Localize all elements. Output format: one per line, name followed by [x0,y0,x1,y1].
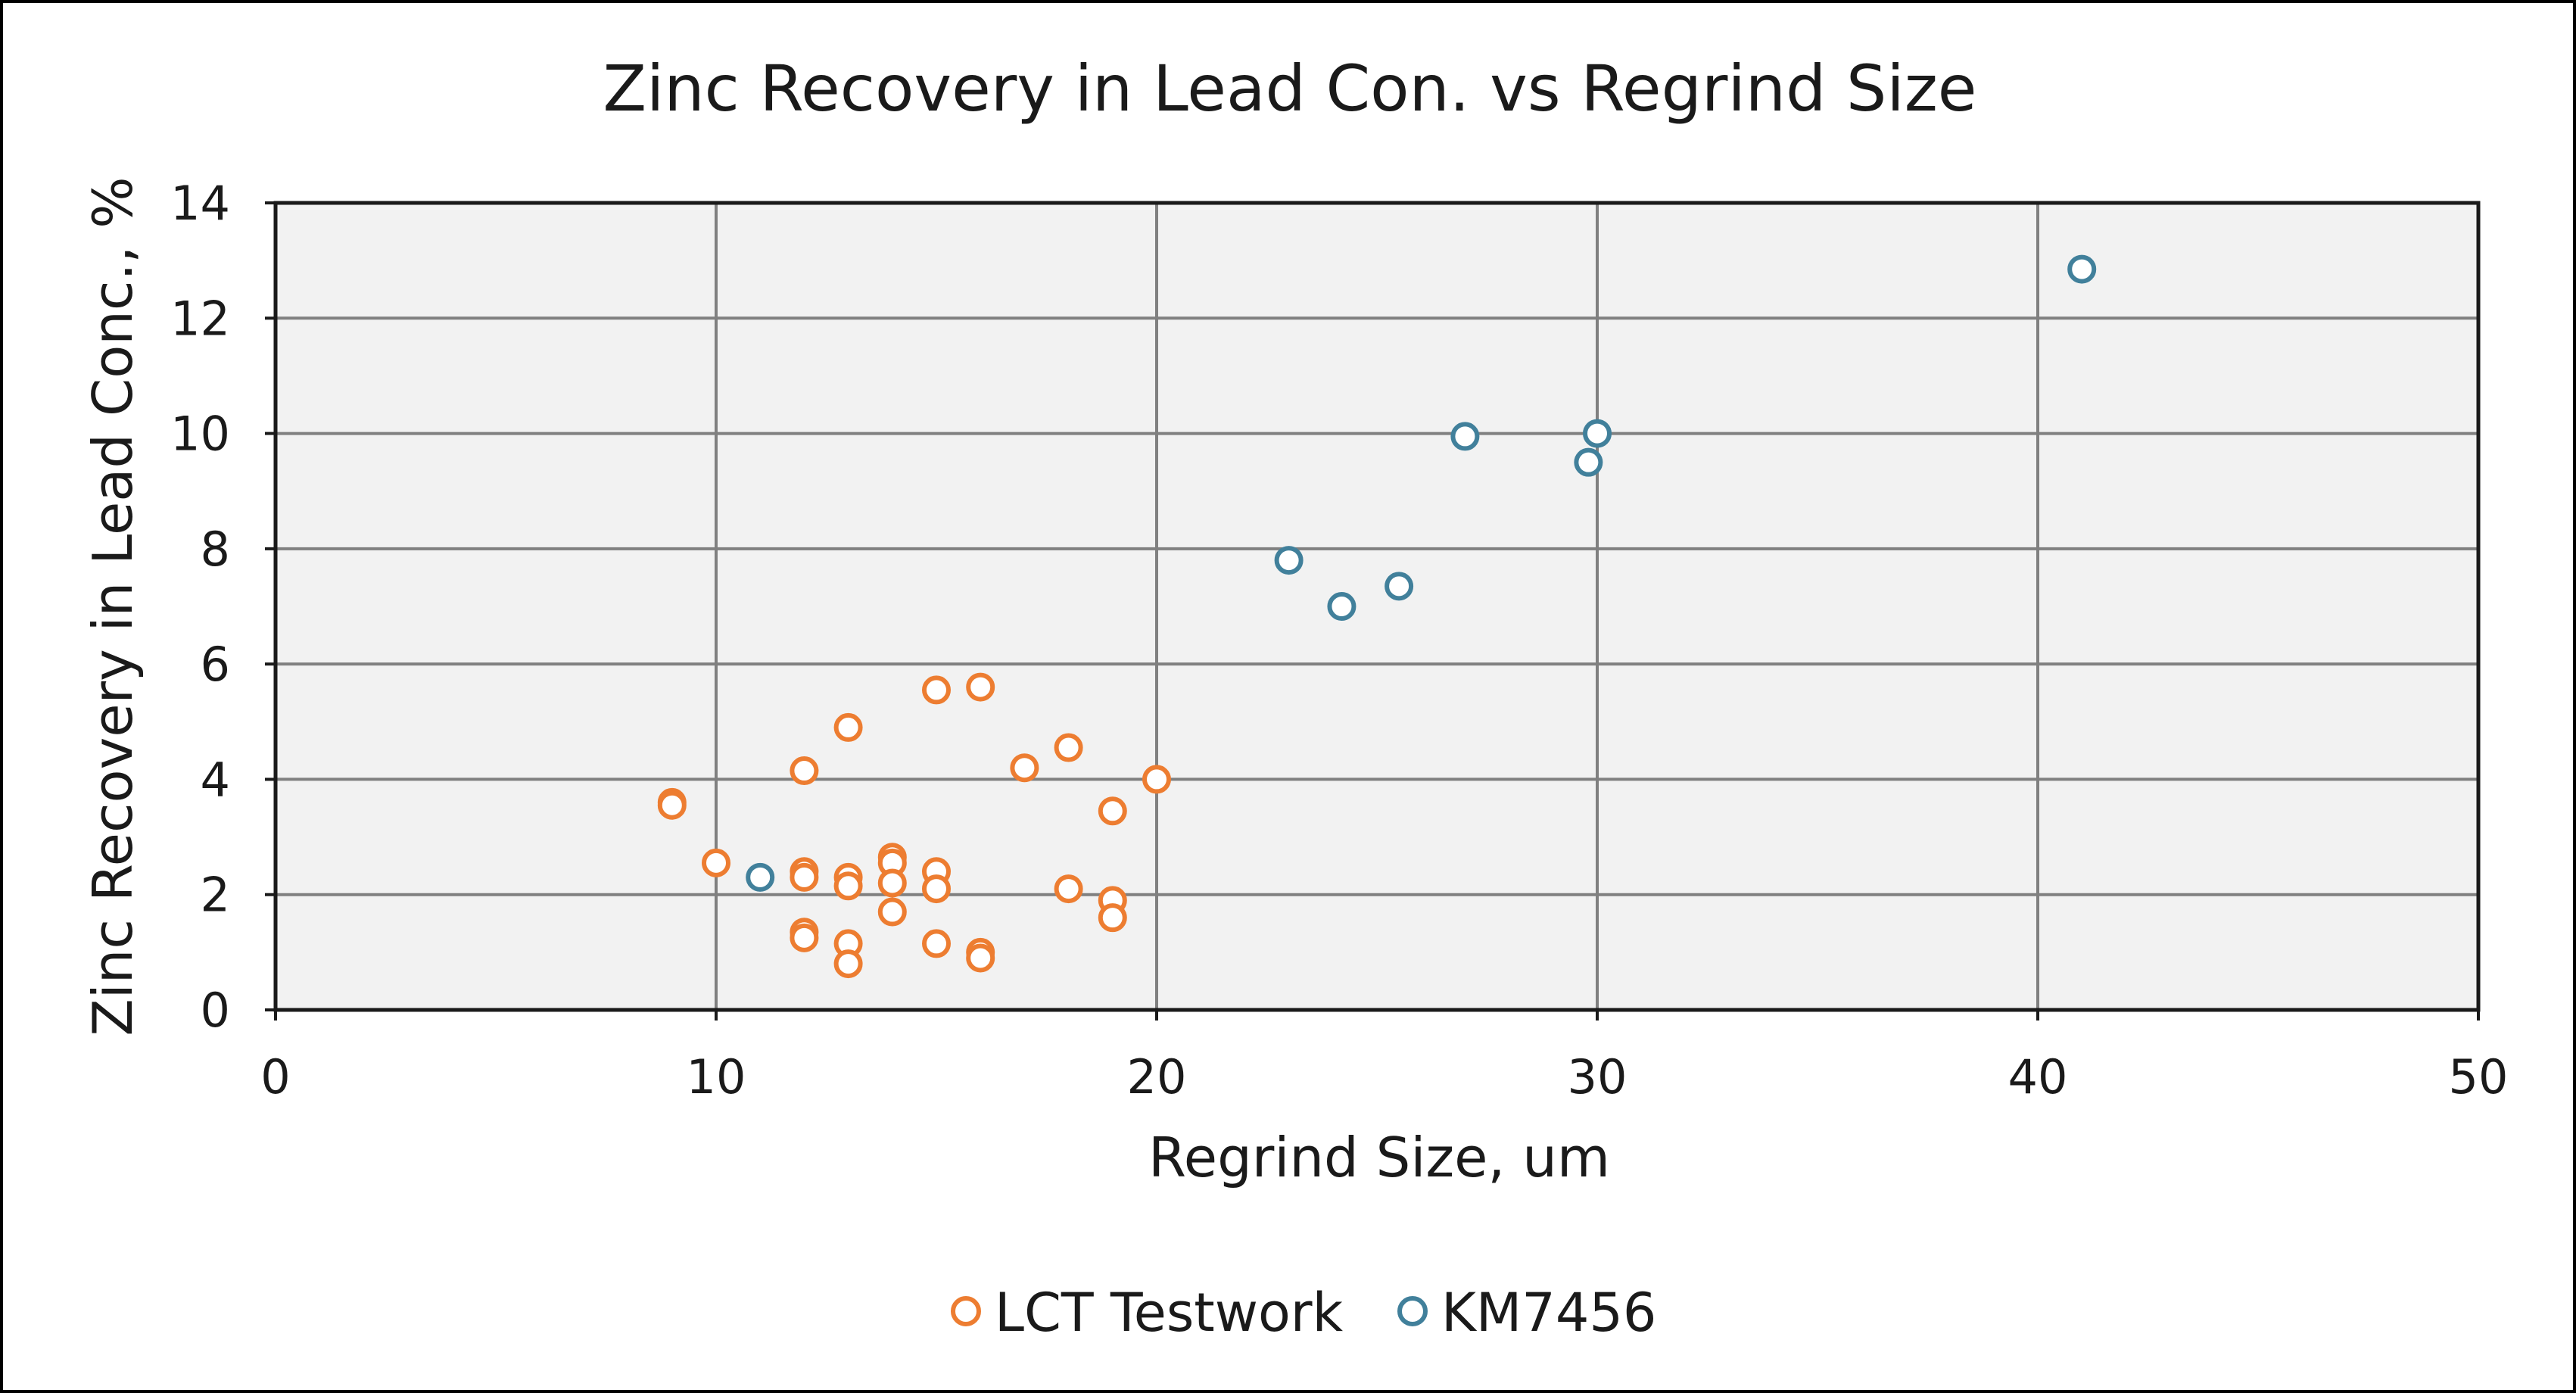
data-point [1098,903,1127,933]
data-point [746,862,775,892]
data-point [1385,572,1414,601]
data-point [966,672,995,702]
plot-area [276,203,2478,1010]
plot-border [273,201,2481,1012]
x-axis-title: Regrind Size, um [1148,1126,1610,1189]
x-tick-label: 0 [260,1049,290,1105]
x-tick-label: 40 [2008,1049,2068,1105]
axes [265,201,2481,1021]
y-tick-label: 4 [201,752,230,807]
x-tick-label: 50 [2449,1049,2509,1105]
data-point [657,790,687,820]
legend-marker [1397,1296,1428,1326]
data-point [1274,546,1304,575]
y-tick-label: 8 [201,522,230,577]
data-point [922,929,951,958]
y-axis-title: Zinc Recovery in Lead Conc., % [81,176,145,1036]
y-tick-label: 12 [170,291,230,346]
series-km7456 [746,254,2097,892]
data-point [877,868,907,898]
data-points [657,254,2097,979]
data-point [2067,254,2097,284]
y-tick-label: 10 [170,407,230,462]
data-point [966,943,995,973]
x-tick-label: 10 [687,1049,746,1105]
series-lct-testwork [657,672,1171,979]
data-point [790,923,819,952]
data-point [1054,733,1083,762]
y-tick-label: 2 [201,868,230,923]
scatter-chart: Zinc Recovery in Lead Con. vs Regrind Si… [81,51,2508,1344]
y-tick-label: 14 [170,176,230,231]
data-point [1010,753,1039,783]
data-point [702,848,730,877]
x-tick-label: 30 [1568,1049,1628,1105]
data-point [1574,447,1603,477]
data-point [922,874,951,904]
data-point [877,897,907,927]
legend: LCT Testwork KM7456 [951,1282,1656,1344]
data-point [1142,765,1171,794]
y-tick-label: 0 [201,983,230,1038]
data-point [833,712,863,742]
data-point [1583,419,1612,448]
x-tick-label: 20 [1127,1049,1187,1105]
chart-title: Zinc Recovery in Lead Con. vs Regrind Si… [603,51,1977,126]
data-point [1098,796,1127,826]
data-point [1450,422,1480,451]
data-point [833,949,863,979]
data-point [1054,874,1083,904]
legend-label: KM7456 [1441,1282,1656,1344]
data-point [922,675,951,705]
y-tick-label: 6 [201,637,230,692]
data-point [790,862,819,892]
legend-marker [951,1296,981,1326]
tick-labels: 0 2 4 6 8 10 12 14 0 10 20 30 40 50 [170,176,2508,1105]
data-point [833,871,863,901]
data-point [1327,592,1357,621]
legend-label: LCT Testwork [995,1282,1344,1344]
data-point [790,756,819,786]
